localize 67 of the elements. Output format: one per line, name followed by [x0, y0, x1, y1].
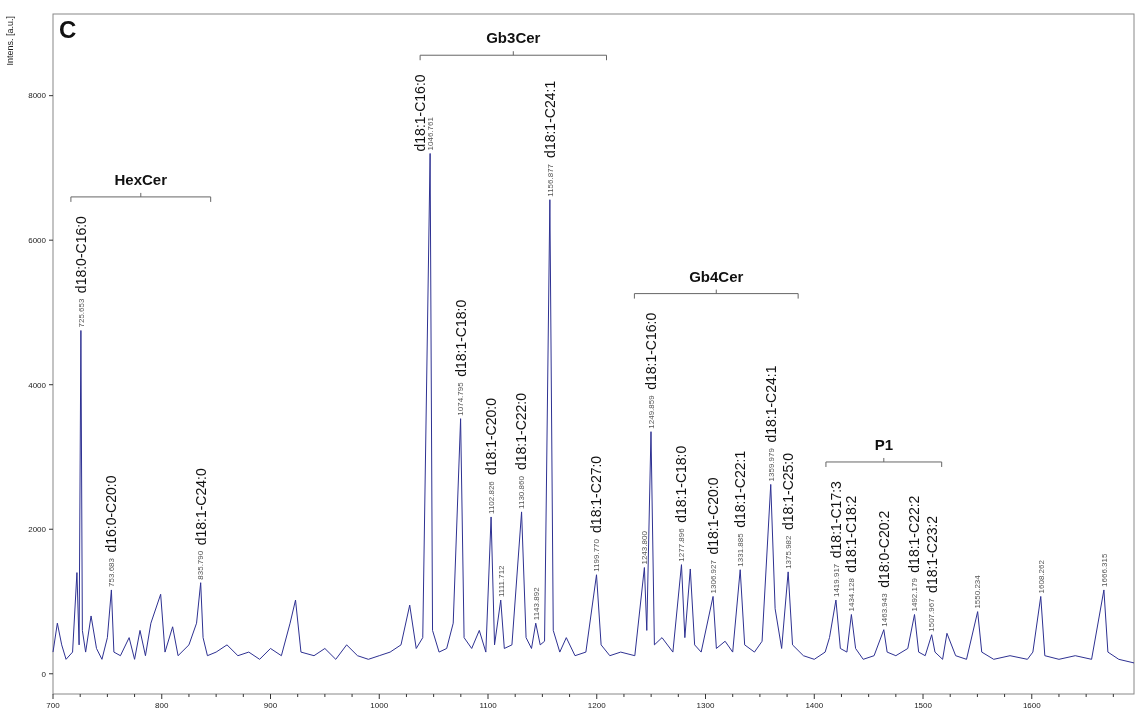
x-tick-label: 1300 — [696, 701, 715, 710]
annotation: 1666.315 — [1099, 553, 1109, 587]
annotation: d18:0-C16:0 — [72, 215, 89, 294]
y-tick-label: 4000 — [28, 380, 47, 390]
annotation: Gb3Cer — [486, 29, 541, 47]
annotation: 1359.979 — [766, 447, 776, 482]
annotation: 835.790 — [196, 550, 206, 580]
annotation: HexCer — [114, 170, 168, 188]
x-tick-label: 1400 — [805, 701, 824, 710]
annotation: Gb4Cer — [689, 267, 744, 285]
annotation: 1130.860 — [517, 475, 527, 509]
y-axis-title: Intens. [a.u.] — [5, 16, 15, 66]
y-tick-label: 2000 — [28, 525, 47, 535]
annotation: 1143.892 — [531, 586, 541, 621]
chart-title: C — [59, 16, 77, 43]
annotation: 1277.896 — [677, 527, 687, 562]
annotation: d18:1-C22:0 — [513, 392, 530, 471]
y-tick-label: 8000 — [28, 91, 47, 101]
x-tick-label: 1100 — [479, 701, 498, 710]
annotation: d18:1-C24:1 — [762, 365, 779, 443]
annotation: 1331.885 — [735, 532, 745, 567]
annotation: d18:1-C25:0 — [780, 452, 797, 531]
annotation: 1156.877 — [545, 163, 555, 197]
annotation: 753.683 — [107, 557, 117, 587]
annotation: 1102.826 — [486, 480, 496, 514]
x-tick-label: 700 — [46, 701, 61, 710]
annotation: d18:1-C16:0 — [642, 312, 659, 390]
annotation: 1249.859 — [646, 394, 656, 429]
y-tick-label: 6000 — [28, 235, 47, 245]
annotation: 1199.770 — [592, 538, 602, 572]
annotation: P1 — [874, 435, 893, 453]
annotation: d18:1-C22:1 — [732, 450, 749, 528]
x-tick-label: 1500 — [914, 701, 933, 710]
annotation: d18:1-C24:1 — [541, 80, 558, 158]
annotation: d18:1-C18:0 — [673, 445, 690, 523]
annotation: d18:1-C20:0 — [482, 397, 499, 476]
x-tick-label: 1600 — [1022, 701, 1042, 710]
x-tick-label: 1000 — [370, 701, 389, 710]
annotation: 1608.262 — [1036, 559, 1046, 594]
annotation: d18:0-C20:2 — [875, 510, 892, 588]
annotation: d18:1-C24:0 — [192, 468, 209, 546]
x-tick-label: 900 — [263, 701, 278, 710]
annotation: d16:0-C20:0 — [103, 475, 120, 553]
annotation: 1492.179 — [910, 577, 920, 612]
annotation: 1507.967 — [927, 597, 937, 632]
annotation: 1046.761 — [425, 116, 435, 151]
annotation: d18:1-C18:2 — [843, 495, 860, 573]
annotation: d18:1-C17:3 — [827, 480, 844, 559]
annotation: 1419.917 — [831, 563, 841, 598]
annotation: 1306.927 — [708, 559, 718, 594]
annotation: d18:1-C27:0 — [588, 455, 605, 533]
annotation: d18:1-C20:0 — [704, 477, 721, 555]
annotation: 1550.234 — [973, 574, 983, 609]
annotation: 1463.943 — [879, 592, 889, 627]
annotation: d18:1-C16:0 — [411, 74, 428, 152]
annotation: 1074.795 — [456, 381, 466, 416]
annotation: 1434.128 — [847, 577, 857, 612]
x-tick-label: 1200 — [587, 701, 607, 710]
annotation: 1111.712 — [496, 564, 506, 598]
y-tick-label: 0 — [41, 669, 47, 679]
annotation: d18:1-C22:2 — [906, 495, 923, 573]
annotation: 1375.982 — [783, 534, 793, 569]
annotation: d18:1-C18:0 — [452, 299, 469, 377]
annotation: 1243.800 — [640, 530, 650, 565]
annotation: 725.653 — [76, 298, 86, 328]
x-tick-label: 800 — [155, 701, 169, 710]
annotation: d18:1-C23:2 — [923, 515, 940, 593]
